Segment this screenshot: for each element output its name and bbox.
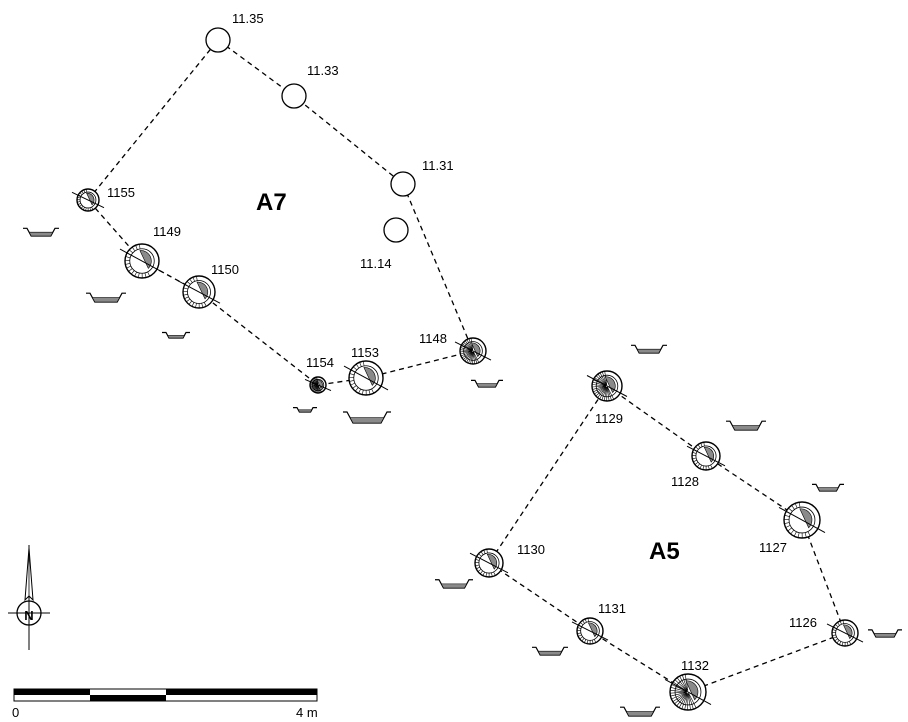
section-profile: [23, 227, 59, 237]
section-profile: [812, 483, 844, 492]
posthole-1130: [469, 548, 509, 578]
label-1148: 1148: [419, 331, 447, 346]
section-profile: [726, 420, 766, 431]
scale-bar: 0 4 m: [12, 688, 318, 720]
section-profile: [631, 344, 667, 354]
label-1130: 1130: [517, 542, 545, 557]
posthole-1155: [71, 188, 105, 212]
posthole-1150: [177, 275, 221, 309]
label-1153: 1153: [351, 345, 379, 360]
posthole-11-14: [383, 217, 409, 243]
label-1155: 1155: [107, 185, 135, 200]
posthole-1148: [454, 337, 492, 365]
posthole-1149: [119, 243, 165, 279]
label-1128: 1128: [671, 474, 699, 489]
posthole-1153: [343, 360, 389, 396]
label-1127: 1127: [759, 540, 787, 555]
posthole-1154: [304, 376, 332, 394]
section-profile: [620, 706, 660, 717]
house-outline: [488, 385, 846, 693]
label-11-31: 11.31: [422, 158, 454, 173]
label-11-33: 11.33: [307, 63, 339, 78]
postholes: [71, 27, 864, 711]
label-1149: 1149: [153, 224, 181, 239]
label-1126: 1126: [789, 615, 817, 630]
label-11-35: 11.35: [232, 11, 264, 26]
section-profile: [471, 379, 503, 388]
house-label-a7: A7: [256, 189, 287, 216]
scale-start-label: 0: [12, 705, 19, 720]
section-profile: [343, 411, 391, 424]
posthole-labels: 11.35 11.33 11.31 11.14 1155 1149 1150 1…: [107, 11, 817, 673]
section-profile: [532, 646, 568, 656]
posthole-11-33: [281, 83, 307, 109]
section-profile: [435, 579, 473, 589]
section-profile: [86, 292, 126, 303]
posthole-1128: [686, 441, 726, 471]
posthole-sections: [23, 227, 902, 717]
label-1129: 1129: [595, 411, 623, 426]
label-11-14: 11.14: [360, 256, 392, 271]
posthole-11-35: [205, 27, 231, 53]
house-outline: [87, 39, 474, 386]
north-arrow-icon: N: [8, 545, 50, 650]
posthole-1129: [586, 370, 628, 402]
north-label: N: [24, 608, 33, 623]
posthole-1131: [571, 617, 609, 645]
posthole-1127: [778, 501, 826, 539]
posthole-1126: [826, 619, 864, 647]
posthole-11-31: [390, 171, 416, 197]
label-1154: 1154: [306, 355, 334, 370]
section-profile: [868, 629, 902, 638]
label-1150: 1150: [211, 262, 239, 277]
label-1131: 1131: [598, 601, 626, 616]
section-profile: [162, 331, 190, 339]
section-profile: [293, 407, 317, 413]
house-label-a5: A5: [649, 538, 680, 565]
house-outlines: [87, 39, 846, 693]
scale-end-label: 4 m: [296, 705, 318, 720]
posthole-1132: [664, 673, 712, 711]
label-1132: 1132: [681, 658, 709, 673]
